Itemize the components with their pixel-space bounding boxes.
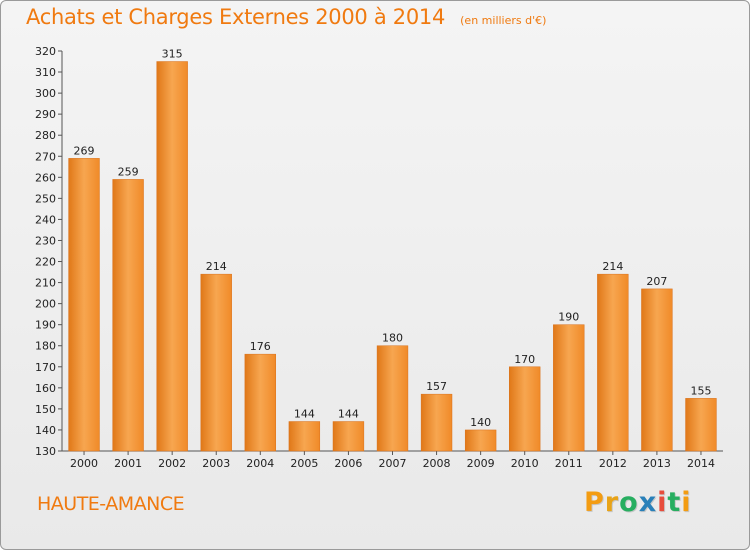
- y-tick-label: 160: [35, 382, 56, 395]
- y-tick-label: 240: [35, 213, 56, 226]
- x-tick-label: 2014: [687, 457, 715, 470]
- data-label: 155: [690, 384, 711, 397]
- y-tick-label: 290: [35, 108, 56, 121]
- x-tick-label: 2002: [158, 457, 186, 470]
- x-tick-label: 2003: [202, 457, 230, 470]
- data-label: 190: [558, 311, 579, 324]
- bar: [464, 429, 497, 452]
- bar: [509, 366, 541, 452]
- x-tick-label: 2010: [511, 457, 539, 470]
- x-tick-label: 2001: [114, 457, 142, 470]
- y-tick-label: 220: [35, 256, 56, 269]
- x-tick-label: 2009: [467, 457, 495, 470]
- logo-letter: t: [667, 487, 682, 518]
- y-tick-label: 270: [35, 150, 56, 163]
- y-tick-label: 310: [35, 66, 56, 79]
- proxiti-logo: Proxiti: [584, 487, 692, 518]
- bar: [68, 158, 100, 452]
- bar: [244, 353, 276, 452]
- bar: [200, 273, 232, 452]
- data-label: 180: [382, 332, 403, 345]
- bar: [641, 288, 673, 452]
- data-label: 207: [646, 275, 667, 288]
- y-tick-label: 140: [35, 424, 56, 437]
- y-tick-label: 250: [35, 192, 56, 205]
- commune-name: HAUTE-AMANCE: [37, 493, 185, 515]
- x-tick-label: 2007: [379, 457, 407, 470]
- x-tick-label: 2011: [555, 457, 583, 470]
- data-label: 259: [118, 165, 139, 178]
- y-tick-label: 260: [35, 171, 56, 184]
- logo-letter: r: [604, 487, 620, 518]
- bar: [420, 393, 453, 452]
- y-tick-label: 300: [35, 87, 56, 100]
- bars: [68, 61, 717, 452]
- y-tick-label: 180: [35, 340, 56, 353]
- bar: [597, 273, 629, 452]
- y-tick-label: 230: [35, 234, 56, 247]
- x-tick-label: 2013: [643, 457, 671, 470]
- y-tick-label: 210: [35, 277, 56, 290]
- y-tick-label: 280: [35, 129, 56, 142]
- x-tick-label: 2004: [246, 457, 274, 470]
- data-label: 144: [338, 408, 359, 421]
- y-tick-label: 200: [35, 298, 56, 311]
- y-tick-label: 150: [35, 403, 56, 416]
- x-tick-label: 2008: [423, 457, 451, 470]
- x-tick-label: 2000: [70, 457, 98, 470]
- x-tick-label: 2006: [334, 457, 362, 470]
- data-label: 315: [162, 48, 183, 61]
- x-axis: 2000 2001 2002 2003 2004 2005 2006 2007 2008 2009…: [62, 450, 723, 470]
- data-label: 214: [206, 260, 227, 273]
- data-label: 144: [294, 408, 315, 421]
- bar: [112, 179, 144, 452]
- logo-letter: i: [657, 487, 668, 518]
- chart-title: Achats et Charges Externes 2000 à 2014: [26, 5, 446, 29]
- chart-unit-note: (en milliers d'€): [460, 14, 547, 27]
- bar: [288, 421, 321, 452]
- data-label: 214: [602, 260, 623, 273]
- title-block: Achats et Charges Externes 2000 à 2014 (…: [26, 5, 546, 29]
- bar: [332, 421, 365, 452]
- y-axis: 130 140 150 160 170 180 190 200 210 220 230 240 250 2…: [35, 45, 63, 458]
- data-label: 140: [470, 416, 491, 429]
- data-label: 269: [74, 144, 95, 157]
- logo-letter: x: [638, 487, 658, 518]
- x-tick-label: 2012: [599, 457, 627, 470]
- data-label: 157: [426, 380, 447, 393]
- y-tick-label: 170: [35, 361, 56, 374]
- y-tick-label: 190: [35, 319, 56, 332]
- value-labels: 269 259 315 214 176 144 144 180 157 140 170 190 214 2…: [74, 48, 712, 429]
- logo-letter: i: [681, 487, 692, 518]
- y-tick-label: 130: [35, 445, 56, 458]
- bar: [376, 345, 409, 452]
- x-tick-label: 2005: [290, 457, 318, 470]
- bar: [685, 398, 717, 452]
- data-label: 176: [250, 340, 271, 353]
- y-tick-label: 320: [35, 45, 56, 58]
- bar: [156, 61, 188, 452]
- logo-letter: o: [619, 487, 639, 518]
- data-label: 170: [514, 353, 535, 366]
- logo-letter: P: [584, 487, 605, 518]
- bar: [553, 324, 585, 452]
